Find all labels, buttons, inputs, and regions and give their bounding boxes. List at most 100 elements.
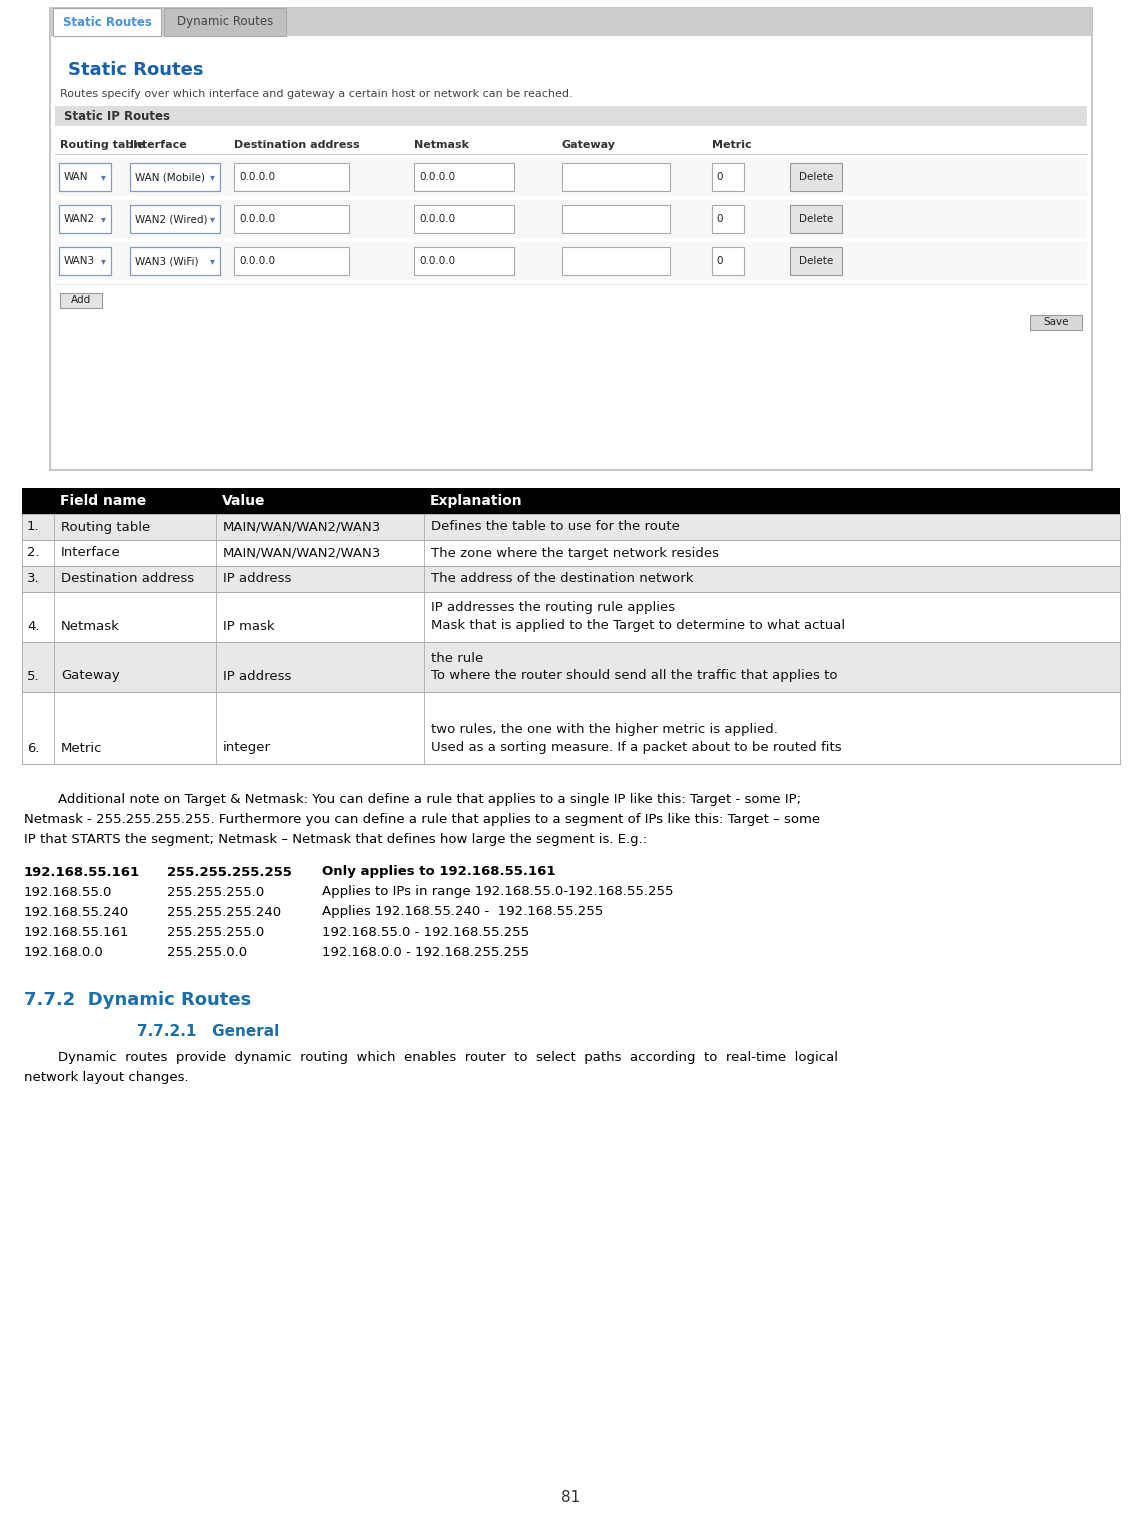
Text: 0: 0 [716, 256, 723, 266]
Bar [55, 242, 1087, 280]
Text: Delete: Delete [799, 256, 834, 266]
Text: 255.255.0.0: 255.255.0.0 [167, 946, 247, 959]
Text: 255.255.255.240: 255.255.255.240 [167, 905, 281, 918]
Text: 0.0.0.0: 0.0.0.0 [419, 213, 456, 224]
Bar [59, 204, 111, 233]
Text: 81: 81 [562, 1489, 580, 1504]
Text: ▾: ▾ [100, 256, 105, 266]
Text: WAN3: WAN3 [64, 256, 95, 266]
Text: MAIN/WAN/WAN2/WAN3: MAIN/WAN/WAN2/WAN3 [223, 546, 381, 560]
Text: Only applies to 192.168.55.161: Only applies to 192.168.55.161 [322, 865, 555, 879]
Bar [55, 106, 1087, 126]
Text: Netmask: Netmask [61, 619, 120, 632]
Text: Static Routes: Static Routes [69, 61, 203, 79]
Text: Field name: Field name [61, 495, 146, 508]
Bar [790, 247, 842, 275]
Bar [562, 163, 670, 191]
Text: ▾: ▾ [210, 256, 215, 266]
Text: 7.7.2.1   General: 7.7.2.1 General [137, 1023, 280, 1038]
Text: 192.168.0.0 - 192.168.255.255: 192.168.0.0 - 192.168.255.255 [322, 946, 529, 959]
Bar [22, 514, 1120, 540]
Text: Used as a sorting measure. If a packet about to be routed fits: Used as a sorting measure. If a packet a… [431, 741, 842, 755]
Bar [415, 247, 514, 275]
Text: IP address: IP address [223, 572, 291, 586]
Text: 192.168.55.240: 192.168.55.240 [24, 905, 129, 918]
Text: 0.0.0.0: 0.0.0.0 [419, 172, 456, 182]
Text: 7.7.2  Dynamic Routes: 7.7.2 Dynamic Routes [24, 991, 251, 1009]
Text: The address of the destination network: The address of the destination network [431, 572, 693, 586]
Text: Value: Value [222, 495, 265, 508]
Bar [711, 204, 743, 233]
Bar [234, 204, 349, 233]
Bar [22, 592, 1120, 642]
Text: Add: Add [71, 295, 91, 306]
Text: ▾: ▾ [210, 172, 215, 182]
Bar [61, 294, 102, 309]
Bar [22, 691, 1120, 764]
Text: Gateway: Gateway [61, 669, 120, 682]
Text: 5.: 5. [27, 669, 40, 682]
Bar [22, 489, 1120, 514]
Text: Explanation: Explanation [431, 495, 523, 508]
Text: Netmask - 255.255.255.255. Furthermore you can define a rule that applies to a s: Netmask - 255.255.255.255. Furthermore y… [24, 814, 820, 826]
Text: 192.168.55.0 - 192.168.55.255: 192.168.55.0 - 192.168.55.255 [322, 926, 529, 938]
Text: Additional note on Target & Netmask: You can define a rule that applies to a sin: Additional note on Target & Netmask: You… [24, 793, 801, 806]
Text: Destination address: Destination address [61, 572, 194, 586]
Text: 192.168.55.161: 192.168.55.161 [24, 926, 129, 938]
Text: 192.168.0.0: 192.168.0.0 [24, 946, 104, 959]
Bar [234, 163, 349, 191]
Text: Dynamic Routes: Dynamic Routes [177, 15, 273, 29]
Text: 255.255.255.0: 255.255.255.0 [167, 885, 264, 899]
Text: WAN3 (WiFi): WAN3 (WiFi) [135, 256, 199, 266]
Bar [164, 8, 286, 36]
Bar [59, 247, 111, 275]
Bar [415, 163, 514, 191]
Text: 0: 0 [716, 172, 723, 182]
Bar [790, 204, 842, 233]
Text: Applies to IPs in range 192.168.55.0-192.168.55.255: Applies to IPs in range 192.168.55.0-192… [322, 885, 674, 899]
Text: 4.: 4. [27, 619, 40, 632]
Bar [130, 163, 220, 191]
Text: Destination address: Destination address [234, 141, 360, 150]
Text: Delete: Delete [799, 172, 834, 182]
Bar [790, 163, 842, 191]
Text: WAN2: WAN2 [64, 213, 95, 224]
Bar [711, 247, 743, 275]
Text: 0.0.0.0: 0.0.0.0 [239, 256, 275, 266]
Text: IP mask: IP mask [223, 619, 274, 632]
Text: IP addresses the routing rule applies: IP addresses the routing rule applies [431, 602, 675, 614]
Bar [53, 8, 161, 36]
Text: WAN2 (Wired): WAN2 (Wired) [135, 213, 208, 224]
Text: ▾: ▾ [100, 172, 105, 182]
Bar [130, 247, 220, 275]
Text: 6.: 6. [27, 741, 40, 755]
Text: Save: Save [1044, 318, 1069, 327]
Text: ▾: ▾ [100, 213, 105, 224]
Text: 192.168.55.0: 192.168.55.0 [24, 885, 112, 899]
Text: 0: 0 [716, 213, 723, 224]
Text: Applies 192.168.55.240 -  192.168.55.255: Applies 192.168.55.240 - 192.168.55.255 [322, 905, 603, 918]
Text: Metric: Metric [61, 741, 103, 755]
Text: 0.0.0.0: 0.0.0.0 [239, 172, 275, 182]
Text: Interface: Interface [61, 546, 121, 560]
Text: Defines the table to use for the route: Defines the table to use for the route [431, 520, 679, 534]
Bar [50, 8, 1092, 471]
Text: Delete: Delete [799, 213, 834, 224]
Text: IP that STARTS the segment; Netmask – Netmask that defines how large the segment: IP that STARTS the segment; Netmask – Ne… [24, 834, 648, 846]
Text: Dynamic  routes  provide  dynamic  routing  which  enables  router  to  select  : Dynamic routes provide dynamic routing w… [24, 1052, 838, 1065]
Text: 0.0.0.0: 0.0.0.0 [239, 213, 275, 224]
Bar [415, 204, 514, 233]
Text: Static IP Routes: Static IP Routes [64, 109, 170, 123]
Text: IP address: IP address [223, 669, 291, 682]
Text: Metric: Metric [711, 141, 751, 150]
Text: Routes specify over which interface and gateway a certain host or network can be: Routes specify over which interface and … [61, 89, 572, 98]
Bar [55, 200, 1087, 238]
Bar [22, 642, 1120, 691]
Text: WAN (Mobile): WAN (Mobile) [135, 172, 206, 182]
Text: the rule: the rule [431, 652, 483, 664]
Text: Mask that is applied to the Target to determine to what actual: Mask that is applied to the Target to de… [431, 619, 845, 632]
Text: two rules, the one with the higher metric is applied.: two rules, the one with the higher metri… [431, 723, 778, 737]
Text: MAIN/WAN/WAN2/WAN3: MAIN/WAN/WAN2/WAN3 [223, 520, 381, 534]
Bar [55, 157, 1087, 197]
Text: Routing table: Routing table [61, 141, 145, 150]
